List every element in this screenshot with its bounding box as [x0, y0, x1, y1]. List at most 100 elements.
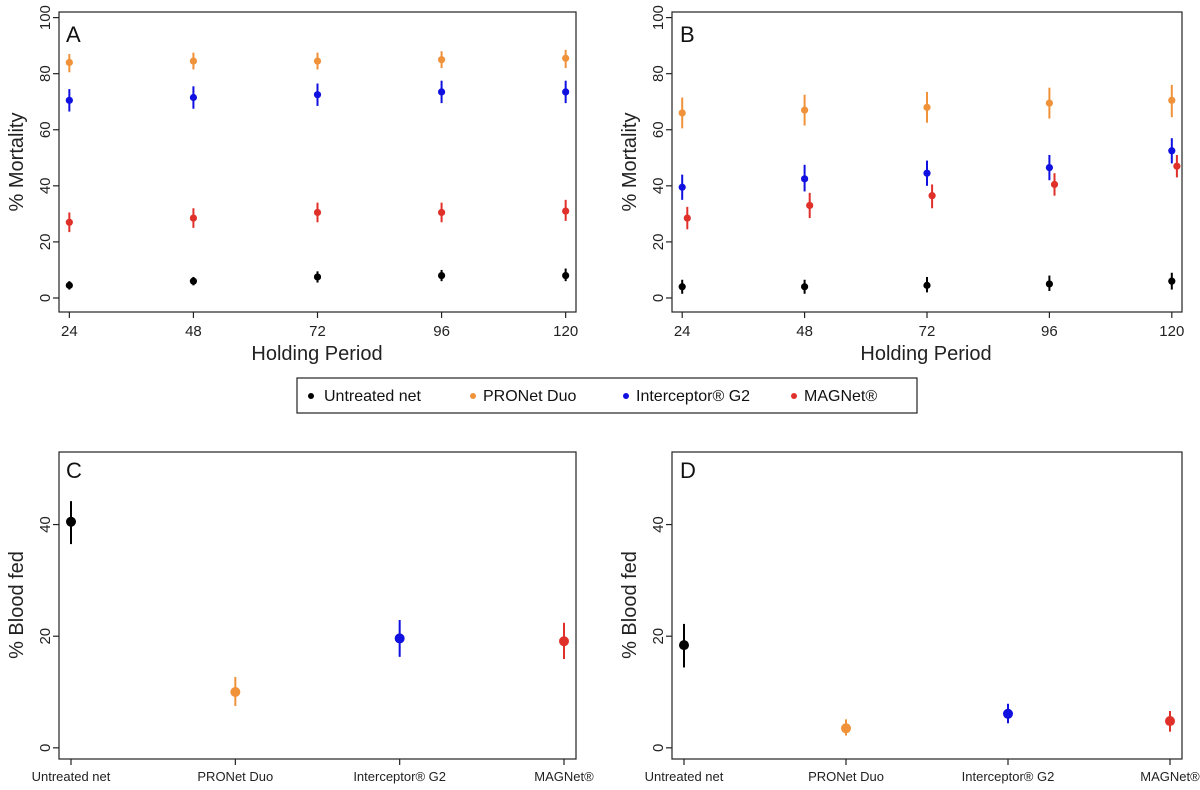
panel-c: C % Blood fed [6, 451, 577, 760]
panel-c-frame [58, 451, 577, 760]
panel-a-interceptor-g2-point [437, 88, 446, 96]
panel-b-ytick-label: 20 [650, 234, 667, 251]
panel-a: A Holding Period % Mortality [6, 11, 577, 365]
panel-a-xtick-label: 72 [309, 323, 326, 340]
panel-b-pronet-duo-point [678, 109, 686, 117]
panel-a-interceptor-g2-point [189, 93, 198, 102]
panel-a-magnet-point [189, 214, 198, 222]
panel-b-pronet-duo-point [801, 106, 809, 114]
panel-a-magnet-point [562, 207, 570, 215]
panel-c-pronet-duo-point [230, 687, 241, 698]
panel-c-xtick-label: Interceptor® G2 [353, 769, 446, 784]
panel-a-magnet-point [437, 208, 446, 217]
panel-b-ytick-label: 80 [650, 65, 667, 82]
legend-marker-interceptor [623, 393, 629, 399]
panel-a-pronet-duo-point [313, 57, 322, 65]
panel-a-xtick-label: 120 [553, 323, 578, 340]
panel-b-pronet-duo-point [1168, 96, 1176, 104]
panel-d-magnet-point [1165, 716, 1175, 727]
panel-c-ytick-label: 0 [37, 744, 54, 752]
panel-b-xtick-label: 48 [796, 323, 813, 340]
panel-b-xtick-label: 24 [674, 323, 691, 340]
panel-b-ytick-label: 60 [650, 121, 667, 138]
panel-a-untreated-net-point [65, 281, 73, 289]
legend-box [296, 377, 918, 414]
panel-d-pronet-duo-point [841, 723, 851, 734]
panel-a-interceptor-g2-point [562, 88, 570, 96]
panel-a-ytick-label: 100 [37, 5, 54, 30]
panel-b-interceptor-g2-point [923, 169, 931, 177]
panel-b-magnet-point [1173, 162, 1181, 170]
panel-b-interceptor-g2-point [1168, 147, 1176, 155]
panel-a-untreated-net-point [313, 273, 322, 281]
panel-b-xtick-label: 96 [1041, 323, 1058, 340]
panel-a-ytick-label: 40 [37, 177, 54, 194]
panel-a-ytick-label: 80 [37, 65, 54, 82]
panel-a-xtick-label: 24 [61, 323, 78, 340]
panel-a-pronet-duo-point [65, 58, 73, 67]
panel-a-xtick-label: 96 [433, 323, 450, 340]
legend-label-interceptor: Interceptor® G2 [636, 388, 750, 405]
panel-b-magnet-point [683, 214, 691, 222]
panel-d-xtick-label: PRONet Duo [808, 769, 884, 784]
panel-d-label: D [680, 458, 696, 483]
panel-c-label: C [66, 458, 82, 483]
panel-c-ylabel: % Blood fed [6, 551, 28, 659]
legend-marker-pronet [470, 393, 476, 399]
panel-c-untreated-net-point [66, 516, 76, 527]
panel-c-xtick-label: Untreated net [32, 769, 111, 784]
legend-label-untreated: Untreated net [324, 388, 422, 405]
panel-a-label: A [66, 22, 81, 47]
panel-d-xtick-label: Interceptor® G2 [962, 769, 1055, 784]
panel-a-untreated-net-point [437, 271, 446, 280]
panel-a-magnet-point [313, 208, 322, 217]
panel-c-xtick-label: PRONet Duo [197, 769, 273, 784]
panel-d-ytick-label: 40 [650, 516, 667, 533]
panel-c-ytick-label: 40 [37, 516, 54, 533]
panel-c-xtick-label: MAGNet® [534, 769, 594, 784]
panel-a-pronet-duo-point [189, 57, 198, 65]
panel-d-ylabel: % Blood fed [619, 551, 641, 659]
panel-b-untreated-net-point [678, 283, 686, 291]
legend-label-pronet: PRONet Duo [483, 388, 576, 405]
panel-b-magnet-point [806, 201, 814, 210]
panel-b: B Holding Period % Mortality [619, 11, 1183, 365]
panel-b-ytick-label: 40 [650, 177, 667, 194]
panel-d-ytick-label: 20 [650, 628, 667, 645]
panel-b-xtick-label: 120 [1159, 323, 1184, 340]
panel-c-interceptor-g2-point [394, 633, 405, 644]
panel-c-ytick-label: 20 [37, 628, 54, 645]
panel-a-ylabel: % Mortality [6, 113, 28, 212]
panel-d-frame [671, 451, 1183, 760]
panel-d-ytick-label: 0 [650, 744, 667, 752]
legend-marker-magnet [791, 393, 797, 399]
panel-b-magnet-point [1050, 180, 1059, 189]
legend: Untreated net PRONet Duo Interceptor® G2… [296, 377, 918, 414]
panel-b-pronet-duo-point [1045, 99, 1053, 107]
panel-a-ytick-label: 0 [37, 294, 54, 302]
panel-b-pronet-duo-point [923, 103, 931, 111]
panel-a-magnet-point [65, 218, 73, 226]
panel-b-ytick-label: 100 [650, 5, 667, 30]
panel-d-xtick-label: Untreated net [645, 769, 724, 784]
panel-a-interceptor-g2-point [313, 91, 322, 99]
panel-d-interceptor-g2-point [1003, 708, 1013, 719]
panel-b-magnet-point [928, 192, 936, 200]
panel-a-untreated-net-point [189, 277, 198, 285]
panel-b-interceptor-g2-point [801, 175, 809, 183]
panel-a-ytick-label: 60 [37, 121, 54, 138]
panel-c-magnet-point [559, 636, 569, 647]
panel-b-label: B [680, 22, 695, 47]
chart-marks: 0 20 40 60 80 100 24 48 72 96 120 0 20 40 60 80 100 24 48 7… [32, 5, 1200, 784]
panel-b-xlabel: Holding Period [860, 343, 991, 365]
panel-a-pronet-duo-point [562, 54, 570, 62]
panel-a-untreated-net-point [562, 271, 570, 280]
panel-b-untreated-net-point [923, 281, 931, 289]
panel-b-ylabel: % Mortality [619, 113, 641, 212]
legend-marker-untreated [308, 393, 314, 399]
panel-d-xtick-label: MAGNet® [1140, 769, 1200, 784]
panel-b-xtick-label: 72 [919, 323, 936, 340]
panel-b-interceptor-g2-point [1045, 164, 1053, 172]
panel-d-untreated-net-point [679, 640, 689, 651]
